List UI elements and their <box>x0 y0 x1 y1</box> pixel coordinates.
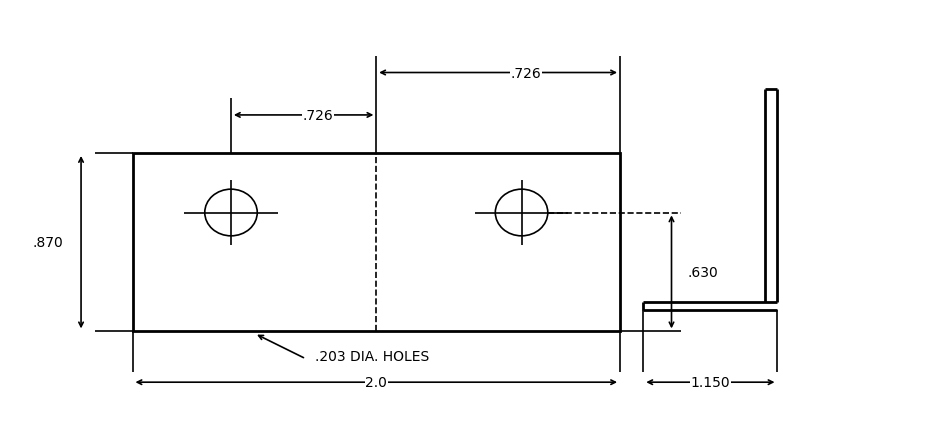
Text: .203 DIA. HOLES: .203 DIA. HOLES <box>315 349 430 363</box>
Text: .870: .870 <box>33 236 64 250</box>
Bar <box>133 154 620 331</box>
Text: .630: .630 <box>687 265 718 279</box>
Text: .726: .726 <box>303 109 333 123</box>
Text: 1.150: 1.150 <box>691 375 730 389</box>
Text: 2.0: 2.0 <box>366 375 387 389</box>
Text: .726: .726 <box>510 66 541 81</box>
